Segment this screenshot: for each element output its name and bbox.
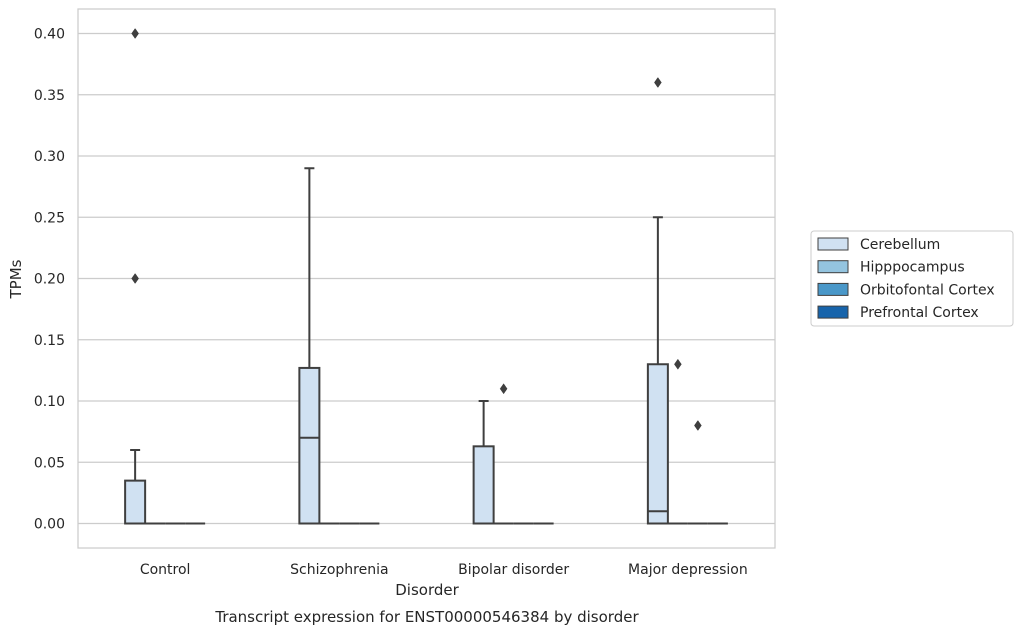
- x-tick-labels: Control Schizophrenia Bipolar disorder Majo…: [140, 562, 748, 578]
- box: [124, 479, 147, 525]
- y-tick-label: 0.20: [34, 272, 65, 288]
- box: [646, 363, 669, 525]
- box-hipppocampus: [493, 383, 514, 525]
- x-axis-label: Disorder: [395, 581, 459, 599]
- legend-label: Prefrontal Cortex: [860, 305, 979, 321]
- x-tick-label: Control: [140, 562, 191, 578]
- y-axis-label: TPMs: [7, 259, 25, 299]
- legend-swatch: [817, 305, 849, 319]
- outlier-point: [131, 28, 139, 39]
- y-tick-label: 0.40: [34, 27, 65, 43]
- legend: Cerebellum Hipppocampus Orbitofontal Corte…: [810, 230, 1014, 327]
- x-tick-label: Schizophrenia: [290, 562, 388, 578]
- box: [298, 366, 321, 525]
- legend-label: Orbitofontal Cortex: [860, 282, 995, 298]
- plot-frame: [77, 8, 776, 549]
- box-orbitofontal-cortex: [687, 420, 708, 525]
- box-cerebellum: [124, 28, 147, 525]
- box-cerebellum: [472, 400, 495, 525]
- outlier-point: [131, 273, 139, 284]
- outlier-point: [674, 358, 682, 370]
- y-tick-label: 0.35: [34, 88, 65, 104]
- y-tick-label: 0.30: [34, 149, 65, 165]
- box-hipppocampus: [667, 358, 688, 525]
- box-cerebellum: [298, 167, 321, 525]
- y-tick-label: 0.15: [34, 333, 65, 349]
- x-tick-label: Bipolar disorder: [458, 562, 569, 578]
- legend-frame: [810, 230, 1014, 327]
- legend-label: Hipppocampus: [860, 260, 965, 276]
- legend-swatch: [817, 237, 849, 251]
- legend-swatch: [817, 260, 849, 274]
- chart-title: Transcript expression for ENST0000054638…: [214, 608, 639, 626]
- grid-lines: [78, 32, 775, 525]
- y-tick-label: 0.00: [34, 517, 65, 533]
- legend-swatch: [817, 282, 849, 296]
- y-tick-label: 0.25: [34, 210, 65, 226]
- box-plots: [124, 28, 728, 525]
- outlier-point: [694, 420, 702, 431]
- x-tick-label: Major depression: [628, 562, 748, 578]
- legend-label: Cerebellum: [860, 237, 940, 253]
- y-tick-label: 0.05: [34, 455, 65, 471]
- outlier-point: [499, 383, 508, 395]
- box-cerebellum: [646, 77, 669, 525]
- y-tick-labels: 0.00 0.05 0.10 0.15 0.20 0.25 0.30 0.35 0.40: [34, 27, 65, 533]
- y-tick-label: 0.10: [34, 394, 65, 410]
- outlier-point: [654, 77, 662, 88]
- box: [472, 445, 495, 525]
